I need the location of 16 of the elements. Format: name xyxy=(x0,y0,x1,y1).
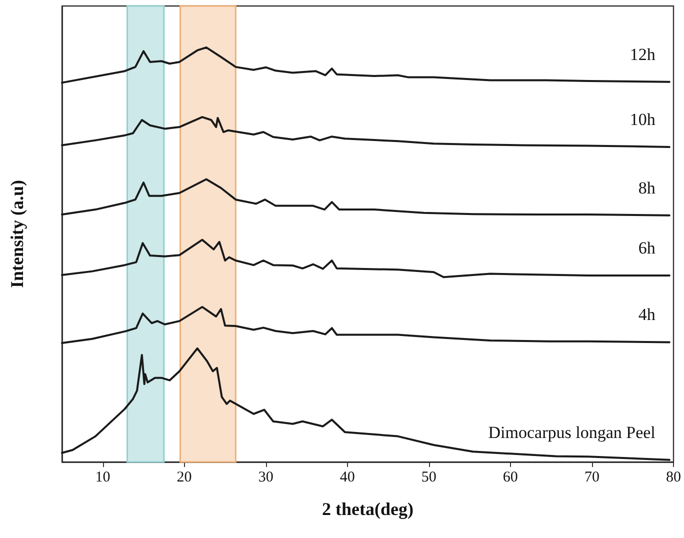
series-label: 6h xyxy=(638,238,656,258)
x-tick-label: 60 xyxy=(502,470,518,486)
x-tick-label: 10 xyxy=(95,470,110,486)
x-axis-title: 2 theta(deg) xyxy=(322,499,414,519)
y-axis-title: Intensity (a.u) xyxy=(7,180,27,288)
x-tick-label: 80 xyxy=(666,470,681,486)
series-label: 8h xyxy=(638,178,656,198)
series-label: Dimocarpus longan Peel xyxy=(488,422,656,442)
x-tick-label: 50 xyxy=(421,470,436,486)
x-tick-label: 20 xyxy=(176,470,192,486)
series-label: 12h xyxy=(630,44,656,64)
series-label: 4h xyxy=(638,305,656,324)
x-tick-label: 30 xyxy=(258,470,274,486)
x-tick-label: 70 xyxy=(584,470,600,486)
x-tick-label: 40 xyxy=(340,470,355,486)
series-label: 10h xyxy=(630,110,656,129)
